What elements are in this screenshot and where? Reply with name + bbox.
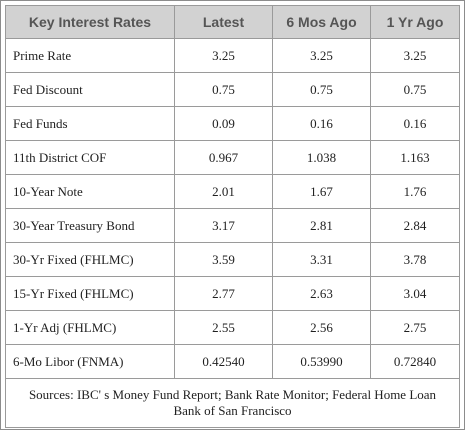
rate-1-yr-ago: 2.84 (371, 209, 460, 243)
rate-6-mos-ago: 0.75 (273, 73, 371, 107)
table-row: 6-Mo Libor (FNMA) 0.42540 0.53990 0.7284… (5, 345, 460, 379)
rate-6-mos-ago: 2.63 (273, 277, 371, 311)
rate-6-mos-ago: 2.56 (273, 311, 371, 345)
rate-1-yr-ago: 2.75 (371, 311, 460, 345)
rate-6-mos-ago: 2.81 (273, 209, 371, 243)
rate-name: 10-Year Note (5, 175, 175, 209)
table-row: 11th District COF 0.967 1.038 1.163 (5, 141, 460, 175)
rate-latest: 0.09 (175, 107, 273, 141)
rate-name: 30-Year Treasury Bond (5, 209, 175, 243)
rate-1-yr-ago: 1.76 (371, 175, 460, 209)
rate-latest: 0.42540 (175, 345, 273, 379)
header-6-mos-ago: 6 Mos Ago (273, 5, 371, 39)
rate-1-yr-ago: 0.16 (371, 107, 460, 141)
rate-latest: 0.967 (175, 141, 273, 175)
table-row: 1-Yr Adj (FHLMC) 2.55 2.56 2.75 (5, 311, 460, 345)
table-row: Fed Discount 0.75 0.75 0.75 (5, 73, 460, 107)
rate-6-mos-ago: 0.53990 (273, 345, 371, 379)
rate-6-mos-ago: 0.16 (273, 107, 371, 141)
rate-1-yr-ago: 1.163 (371, 141, 460, 175)
rate-latest: 3.25 (175, 39, 273, 73)
rate-1-yr-ago: 0.75 (371, 73, 460, 107)
key-interest-rates-table: Key Interest Rates Latest 6 Mos Ago 1 Yr… (5, 5, 460, 428)
table-row: 15-Yr Fixed (FHLMC) 2.77 2.63 3.04 (5, 277, 460, 311)
table-row: 10-Year Note 2.01 1.67 1.76 (5, 175, 460, 209)
rate-name: 15-Yr Fixed (FHLMC) (5, 277, 175, 311)
rate-name: Fed Funds (5, 107, 175, 141)
rate-name: Prime Rate (5, 39, 175, 73)
rate-1-yr-ago: 3.04 (371, 277, 460, 311)
header-key-interest-rates: Key Interest Rates (5, 5, 175, 39)
rate-name: 30-Yr Fixed (FHLMC) (5, 243, 175, 277)
header-latest: Latest (175, 5, 273, 39)
rate-name: 11th District COF (5, 141, 175, 175)
sources-note: Sources: IBC' s Money Fund Report; Bank … (5, 379, 460, 428)
rate-latest: 3.17 (175, 209, 273, 243)
table-row: 30-Yr Fixed (FHLMC) 3.59 3.31 3.78 (5, 243, 460, 277)
rate-6-mos-ago: 1.67 (273, 175, 371, 209)
rate-latest: 3.59 (175, 243, 273, 277)
rate-6-mos-ago: 1.038 (273, 141, 371, 175)
rate-latest: 2.01 (175, 175, 273, 209)
rate-1-yr-ago: 3.78 (371, 243, 460, 277)
rate-name: Fed Discount (5, 73, 175, 107)
rate-name: 1-Yr Adj (FHLMC) (5, 311, 175, 345)
rate-1-yr-ago: 3.25 (371, 39, 460, 73)
rate-name: 6-Mo Libor (FNMA) (5, 345, 175, 379)
sources-row: Sources: IBC' s Money Fund Report; Bank … (5, 379, 460, 428)
rate-6-mos-ago: 3.31 (273, 243, 371, 277)
rate-latest: 2.77 (175, 277, 273, 311)
header-1-yr-ago: 1 Yr Ago (371, 5, 460, 39)
rate-latest: 0.75 (175, 73, 273, 107)
rate-1-yr-ago: 0.72840 (371, 345, 460, 379)
rate-latest: 2.55 (175, 311, 273, 345)
rate-6-mos-ago: 3.25 (273, 39, 371, 73)
header-row: Key Interest Rates Latest 6 Mos Ago 1 Yr… (5, 5, 460, 39)
table-row: Fed Funds 0.09 0.16 0.16 (5, 107, 460, 141)
table-row: 30-Year Treasury Bond 3.17 2.81 2.84 (5, 209, 460, 243)
table-row: Prime Rate 3.25 3.25 3.25 (5, 39, 460, 73)
